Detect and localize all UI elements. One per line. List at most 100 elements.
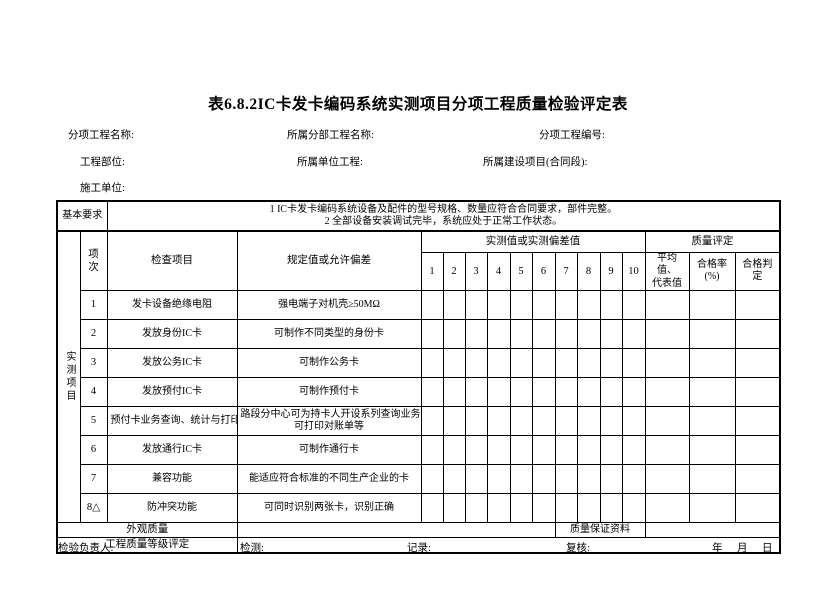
pass-judge-cell (734, 493, 781, 523)
measured-cell (420, 493, 444, 523)
table-row: 3 发放公务IC卡 可制作公务卡 (57, 348, 781, 378)
measured-cell (531, 493, 556, 523)
table-row: 4 发放预付IC卡 可制作预付卡 (57, 377, 781, 407)
measured-cell (420, 290, 444, 320)
evaluation-table: 基本要求 1 IC卡发卡编码系统设备及配件的型号规格、数量应符合合同要求，部件完… (56, 200, 782, 554)
header-col-5: 5 (509, 251, 533, 291)
measured-cell (464, 435, 488, 465)
row-no: 6 (79, 435, 108, 465)
header-spec: 规定值或允许偏差 (236, 230, 422, 291)
measured-cell (621, 319, 646, 349)
measured-cell (420, 464, 444, 494)
table-row: 2 发放身份IC卡 可制作不同类型的身份卡 (57, 319, 781, 349)
avg-cell (644, 290, 690, 320)
footer-recorder: 记录: (407, 543, 431, 554)
field-construction-project: 所属建设项目(合同段): (483, 157, 588, 168)
pass-judge-cell (734, 377, 781, 407)
header-col-4: 4 (486, 251, 511, 291)
grade-eval-value (236, 537, 781, 553)
side-label-measured-items: 实测项目 (56, 230, 81, 523)
avg-cell (644, 348, 690, 378)
pass-rate-cell (688, 493, 736, 523)
check-item: 发放通行IC卡 (106, 435, 238, 465)
measured-cell (442, 464, 466, 494)
table-row: 1 发卡设备绝缘电阻 强电端子对机壳≥50MΩ (57, 290, 781, 320)
header-pass-judge: 合格判定 (734, 251, 781, 291)
measured-cell (464, 290, 488, 320)
row-no: 4 (79, 377, 108, 407)
header-avg-value: 平均值、 代表值 (644, 251, 690, 291)
measured-cell (531, 406, 556, 436)
measured-cell (509, 493, 533, 523)
measured-cell (509, 348, 533, 378)
avg-cell (644, 435, 690, 465)
spec-value: 可制作公务卡 (236, 348, 422, 378)
basic-requirements-label: 基本要求 (56, 200, 108, 232)
footer-inspector: 检验负责人: (58, 543, 114, 554)
header-pass-rate: 合格率 (%) (688, 251, 736, 291)
row-no: 2 (79, 319, 108, 349)
measured-cell (509, 319, 533, 349)
grade-eval-label: 工程质量等级评定 (56, 537, 238, 553)
measured-cell (554, 464, 578, 494)
measured-cell (486, 348, 511, 378)
measured-cell (464, 406, 488, 436)
check-item: 发放公务IC卡 (106, 348, 238, 378)
row-no: 8△ (79, 493, 108, 523)
spec-value: 可制作通行卡 (236, 435, 422, 465)
measured-cell (599, 406, 623, 436)
measured-cell (599, 493, 623, 523)
measured-cell (621, 377, 646, 407)
header-col-9: 9 (599, 251, 623, 291)
qa-docs-value (644, 522, 781, 538)
measured-cell (599, 348, 623, 378)
measured-cell (599, 319, 623, 349)
field-contractor: 施工单位: (80, 183, 125, 194)
field-sub-project-name: 分项工程名称: (68, 130, 134, 141)
spec-value: 可制作不同类型的身份卡 (236, 319, 422, 349)
header-col-8: 8 (576, 251, 601, 291)
measured-cell (442, 435, 466, 465)
pass-rate-cell (688, 377, 736, 407)
pass-rate-cell (688, 319, 736, 349)
measured-cell (442, 290, 466, 320)
measured-cell (442, 377, 466, 407)
basic-requirements-content: 1 IC卡发卡编码系统设备及配件的型号规格、数量应符合合同要求，部件完整。 2 … (106, 200, 781, 232)
pass-judge-cell (734, 406, 781, 436)
avg-cell (644, 464, 690, 494)
row-no: 7 (79, 464, 108, 494)
measured-cell (554, 406, 578, 436)
measured-cell (554, 319, 578, 349)
table-row: 8△ 防冲突功能 可同时识别两张卡，识别正确 (57, 493, 781, 523)
pass-judge-cell (734, 290, 781, 320)
check-item: 发放预付IC卡 (106, 377, 238, 407)
header-col-1: 1 (420, 251, 444, 291)
check-item: 发放身份IC卡 (106, 319, 238, 349)
spec-value: 路段分中心可为持卡人开设系列查询业务， 可打印对账单等 (236, 406, 422, 436)
header-col-7: 7 (554, 251, 578, 291)
table-row: 6 发放通行IC卡 可制作通行卡 (57, 435, 781, 465)
pass-judge-cell (734, 435, 781, 465)
appearance-quality-label: 外观质量 (56, 522, 238, 538)
measured-cell (531, 290, 556, 320)
pass-rate-cell (688, 435, 736, 465)
check-item: 防冲突功能 (106, 493, 238, 523)
header-col-2: 2 (442, 251, 466, 291)
measured-cell (464, 319, 488, 349)
table-row: 5 预付卡业务查询、统计与打印 路段分中心可为持卡人开设系列查询业务， 可打印对… (57, 406, 781, 436)
measured-cell (486, 377, 511, 407)
measured-cell (554, 435, 578, 465)
measured-cell (621, 493, 646, 523)
pass-rate-cell (688, 464, 736, 494)
row-no: 1 (79, 290, 108, 320)
measured-cell (531, 464, 556, 494)
measured-cell (509, 406, 533, 436)
measured-cell (576, 377, 601, 407)
measured-cell (576, 435, 601, 465)
header-measured-values: 实测值或实测偏差值 (420, 230, 646, 253)
measured-cell (509, 377, 533, 407)
pass-rate-cell (688, 348, 736, 378)
field-sub-project-no: 分项工程编号: (539, 130, 605, 141)
measured-cell (621, 464, 646, 494)
